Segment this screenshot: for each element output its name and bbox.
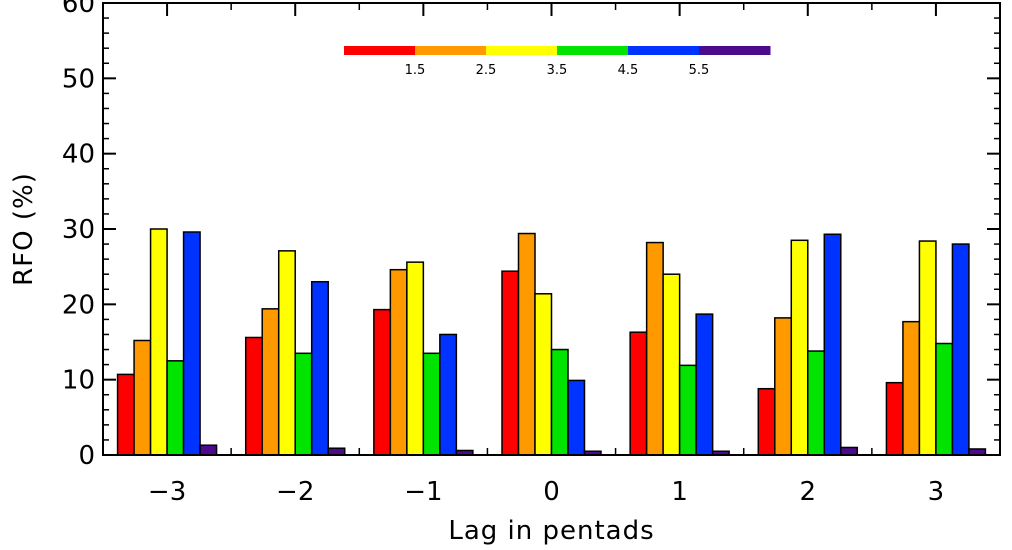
x-tick-label: 3 (928, 477, 945, 507)
x-tick-label: 0 (543, 477, 560, 507)
bar (534, 293, 553, 456)
bar (662, 273, 681, 456)
legend-label: 5.5 (689, 63, 710, 78)
bar (277, 250, 296, 456)
bar (918, 240, 937, 456)
bar (951, 243, 970, 456)
legend-color-segment (557, 46, 629, 55)
x-tick-label: −1 (404, 477, 442, 507)
bar (695, 313, 714, 456)
x-tick-label: −2 (276, 477, 314, 507)
bar (517, 232, 536, 456)
bar (327, 447, 346, 456)
bar (166, 360, 185, 456)
y-axis-title: RFO (%) (9, 172, 39, 286)
bar (790, 239, 809, 456)
legend-label: 4.5 (618, 63, 639, 78)
legend-color-segment (344, 46, 416, 55)
bar (199, 444, 218, 456)
colorbar-legend: 1.5 2.5 3.5 4.5 5.5 (344, 46, 771, 78)
bar (406, 261, 425, 456)
y-tick-label: 10 (62, 366, 95, 396)
x-axis-title: Lag in pentads (448, 516, 654, 546)
bar (294, 352, 313, 456)
bar (116, 373, 135, 456)
bar (902, 320, 921, 456)
bar (261, 308, 280, 456)
bar (244, 336, 263, 456)
legend-color-segment (628, 46, 700, 55)
bar (629, 331, 648, 456)
bar (567, 379, 586, 456)
y-tick-labels: 0 10 20 30 40 50 60 (62, 0, 95, 471)
y-tick-label: 30 (62, 215, 95, 245)
x-tick-labels: −3 −2 −1 0 1 2 3 (148, 477, 944, 507)
x-tick-label: −3 (148, 477, 186, 507)
legend-color-segment (415, 46, 487, 55)
y-tick-label: 20 (62, 290, 95, 320)
bar (310, 280, 329, 456)
bar (149, 228, 168, 456)
bar (885, 381, 904, 456)
plot-frame (102, 2, 1001, 456)
y-tick-label: 50 (62, 64, 95, 94)
bar (807, 350, 826, 456)
bar (501, 270, 520, 456)
x-tick-label: 1 (671, 477, 688, 507)
bar (373, 308, 392, 456)
legend-label: 3.5 (547, 63, 568, 78)
legend-label: 2.5 (476, 63, 497, 78)
legend-color-segment (486, 46, 558, 55)
bar (774, 317, 793, 456)
y-tick-label: 0 (78, 441, 95, 471)
y-tick-label: 40 (62, 140, 95, 170)
bar (182, 231, 201, 456)
bar (840, 446, 859, 456)
legend-color-segment (699, 46, 771, 55)
x-tick-label: 2 (800, 477, 817, 507)
bar (823, 233, 842, 456)
bar (935, 342, 954, 456)
bar (678, 364, 697, 456)
bar (757, 387, 776, 456)
bar (645, 241, 664, 456)
bar (133, 339, 152, 456)
bar (550, 348, 569, 456)
bar (389, 268, 408, 456)
bar (422, 352, 441, 456)
legend-label: 1.5 (405, 63, 426, 78)
bars-group (116, 228, 987, 456)
y-tick-label: 60 (62, 0, 95, 19)
bar (439, 333, 458, 456)
